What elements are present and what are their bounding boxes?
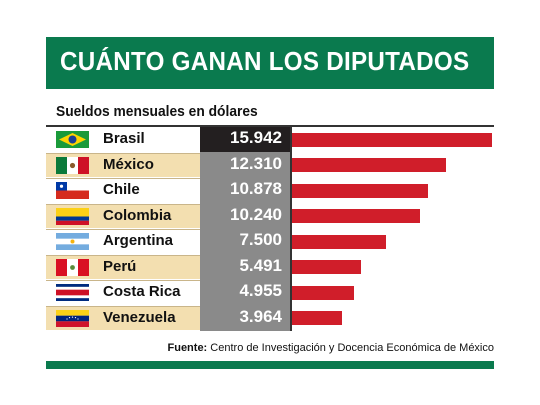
value-cell: 10.240 <box>200 204 290 229</box>
chart-subtitle: Sueldos mensuales en dólares <box>56 103 258 120</box>
bars-area <box>292 127 494 331</box>
chart-title: CUÁNTO GANAN LOS DIPUTADOS <box>60 46 470 76</box>
row-separator <box>46 305 200 307</box>
row-separator <box>46 203 200 205</box>
data-label: 12.310 <box>230 153 282 173</box>
data-label: 10.240 <box>230 204 282 224</box>
bar <box>292 260 361 274</box>
bar <box>292 132 492 147</box>
bar <box>292 209 421 223</box>
category-label: Costa Rica <box>103 283 181 300</box>
bar <box>292 311 342 325</box>
source-note: Fuente: Centro de Investigación y Docenc… <box>168 342 495 354</box>
value-cell: 7.500 <box>200 229 290 254</box>
title-banner: CUÁNTO GANAN LOS DIPUTADOS <box>46 37 494 89</box>
peru-flag-icon <box>56 258 89 276</box>
table-row: Venezuela 3.964 <box>46 305 292 331</box>
table-row: Chile 10.878 <box>46 178 292 203</box>
value-cell: 5.491 <box>200 255 290 280</box>
data-label: 3.964 <box>239 306 282 326</box>
table-row: México 12.310 <box>46 152 292 178</box>
value-cell: 10.878 <box>200 178 290 203</box>
chile-flag-icon <box>56 182 89 199</box>
mexico-flag-icon <box>56 156 89 174</box>
table-row: Brasil 15.942 <box>46 127 292 152</box>
row-separator <box>46 280 200 281</box>
axis-line <box>290 127 292 331</box>
row-separator <box>46 254 200 256</box>
bar-chart: Brasil 15.942 México 12.310 Chile 10.878 Colom… <box>46 127 494 331</box>
data-label: 5.491 <box>239 255 282 275</box>
colombia-flag-icon <box>56 207 89 225</box>
row-separator <box>46 178 200 179</box>
value-cell: 12.310 <box>200 153 290 178</box>
data-label: 4.955 <box>239 281 282 300</box>
table-row: Argentina 7.500 <box>46 229 292 254</box>
source-text: Centro de Investigación y Docencia Econó… <box>210 342 494 354</box>
table-row: Colombia 10.240 <box>46 203 292 229</box>
category-label: Colombia <box>103 206 172 224</box>
category-label: Chile <box>103 181 140 198</box>
bar <box>292 234 387 249</box>
bar <box>292 285 355 300</box>
top-rule <box>46 125 494 127</box>
bar <box>292 158 447 172</box>
category-label: México <box>103 155 154 173</box>
table-row: Costa Rica 4.955 <box>46 280 292 305</box>
bottom-bar <box>46 361 494 369</box>
category-label: Venezuela <box>103 308 176 326</box>
value-cell: 4.955 <box>200 280 290 305</box>
source-label: Fuente: <box>167 342 208 354</box>
table-row: Perú 5.491 <box>46 254 292 280</box>
value-cell: 15.942 <box>200 127 290 152</box>
category-label: Argentina <box>103 232 174 249</box>
category-label: Brasil <box>103 130 145 147</box>
row-separator <box>46 152 200 154</box>
category-label: Perú <box>103 257 137 275</box>
data-label: 7.500 <box>239 230 282 249</box>
venezuela-flag-icon <box>56 309 89 327</box>
argentina-flag-icon <box>56 233 89 250</box>
bar <box>292 183 429 198</box>
costa-rica-flag-icon <box>56 284 89 301</box>
value-column <box>200 127 290 331</box>
row-separator <box>46 229 200 230</box>
brazil-flag-icon <box>56 131 89 148</box>
value-cell: 3.964 <box>200 306 290 331</box>
data-label: 10.878 <box>230 179 282 198</box>
data-label: 15.942 <box>230 128 282 147</box>
